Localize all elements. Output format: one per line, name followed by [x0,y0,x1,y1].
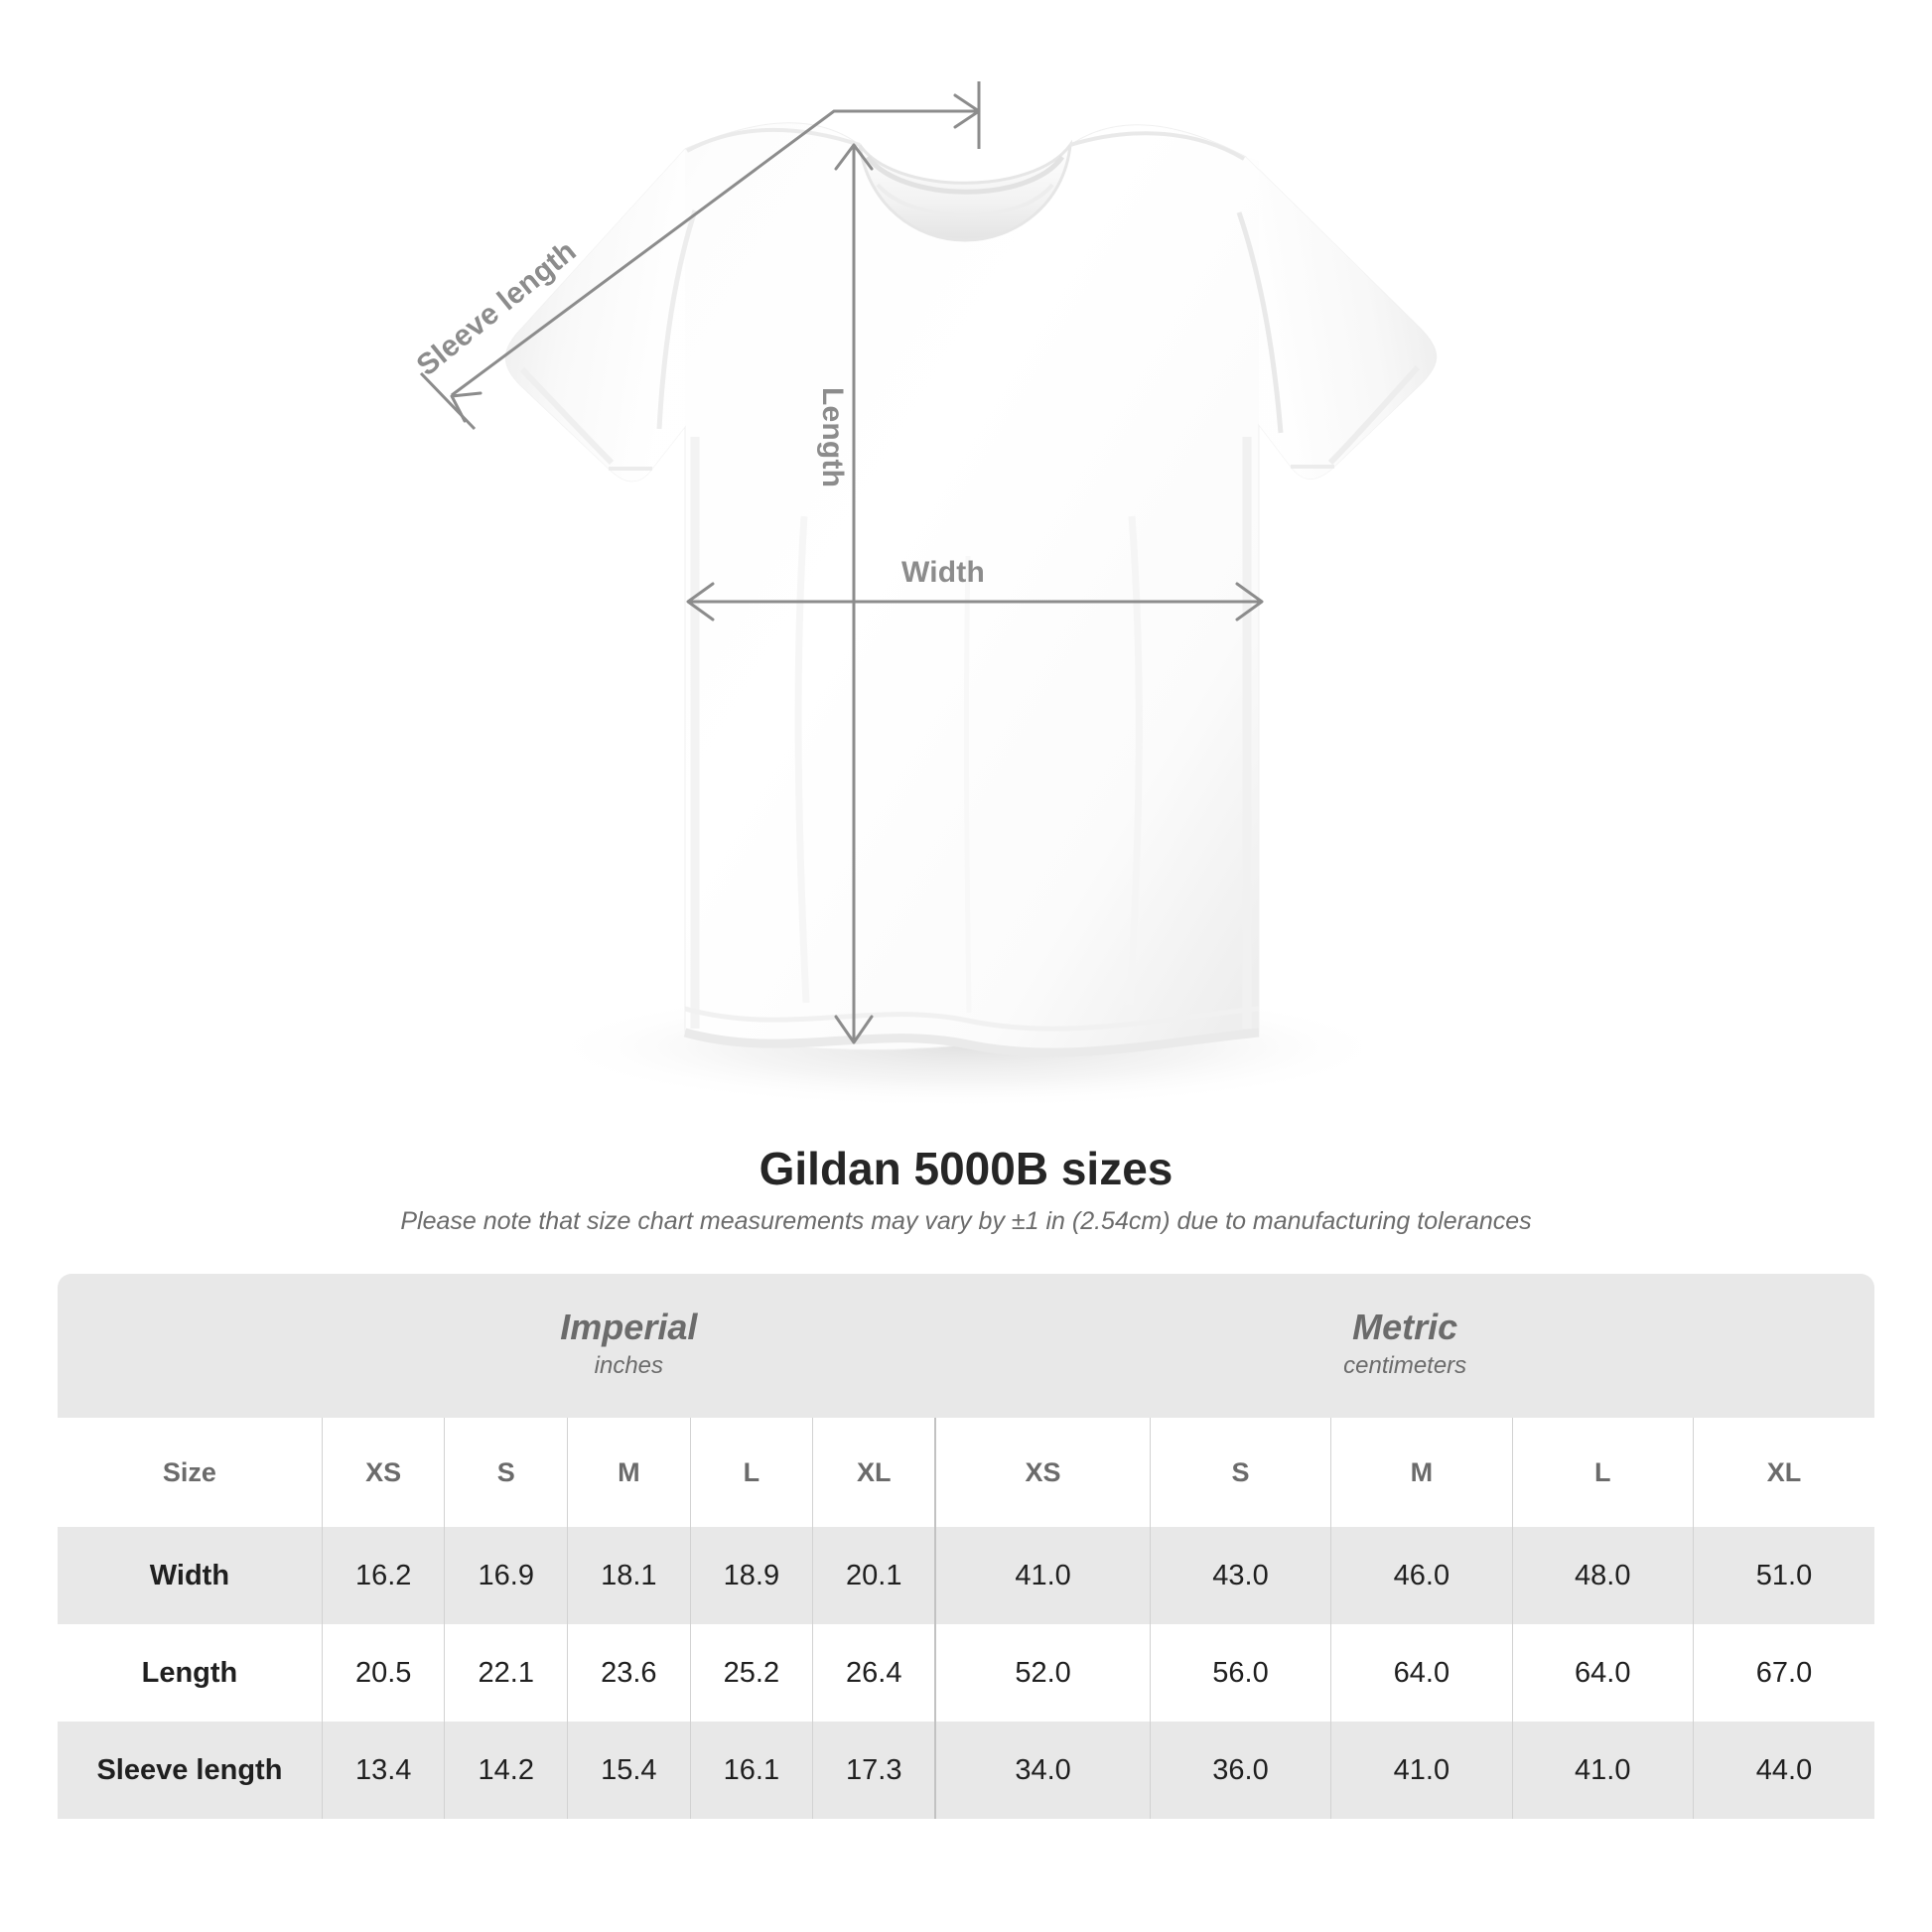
table-header-row: Size XS S M L XL XS S M L XL [58,1418,1874,1527]
cell-length-metric-xs: 52.0 [934,1624,1151,1722]
cell-sleeve-metric-l: 41.0 [1511,1722,1694,1819]
cell-width-metric-xs: 41.0 [934,1527,1151,1624]
column-header-imperial-xs: XS [321,1418,445,1527]
cell-width-metric-s: 43.0 [1149,1527,1331,1624]
cell-width-imperial-xs: 16.2 [321,1527,445,1624]
table-row: Length 20.5 22.1 23.6 25.2 26.4 52.0 56.… [58,1624,1874,1722]
cell-length-imperial-s: 22.1 [444,1624,568,1722]
cell-length-metric-xl: 67.0 [1692,1624,1874,1722]
cell-length-metric-s: 56.0 [1149,1624,1331,1722]
cell-sleeve-metric-xs: 34.0 [934,1722,1151,1819]
page-title: Gildan 5000B sizes [759,1143,1173,1194]
cell-width-metric-m: 46.0 [1330,1527,1513,1624]
cell-width-imperial-m: 18.1 [567,1527,691,1624]
cell-width-metric-xl: 51.0 [1692,1527,1874,1624]
unit-group-metric: Metric centimeters [935,1274,1874,1418]
unit-group-imperial: Imperial inches [322,1274,936,1418]
row-label-length: Length [58,1624,323,1722]
column-header-imperial-s: S [444,1418,568,1527]
column-header-metric-m: M [1330,1418,1513,1527]
unit-group-imperial-name: Imperial [560,1306,698,1347]
cell-width-imperial-l: 18.9 [689,1527,813,1624]
sleeve-length-leader [451,109,978,397]
unit-group-metric-sub: centimeters [1343,1352,1467,1379]
column-header-metric-xs: XS [934,1418,1151,1527]
row-label-sleeve-length: Sleeve length [58,1722,323,1819]
cell-sleeve-imperial-xs: 13.4 [321,1722,445,1819]
cell-sleeve-imperial-xl: 17.3 [812,1722,936,1819]
unit-group-spacer [58,1274,323,1418]
table-row: Sleeve length 13.4 14.2 15.4 16.1 17.3 3… [58,1722,1874,1819]
column-header-metric-xl: XL [1692,1418,1874,1527]
unit-group-imperial-sub: inches [594,1352,664,1379]
cell-sleeve-metric-s: 36.0 [1149,1722,1331,1819]
column-header-imperial-l: L [689,1418,813,1527]
column-header-imperial-xl: XL [812,1418,936,1527]
cell-length-imperial-xl: 26.4 [812,1624,936,1722]
column-header-metric-s: S [1149,1418,1331,1527]
cell-length-imperial-l: 25.2 [689,1624,813,1722]
tolerance-note: Please note that size chart measurements… [400,1207,1532,1235]
cell-length-metric-m: 64.0 [1330,1624,1513,1722]
column-header-size: Size [58,1418,323,1527]
cell-length-imperial-xs: 20.5 [321,1624,445,1722]
size-chart-container: Imperial inches Metric centimeters Size … [58,1274,1874,1819]
cell-width-metric-l: 48.0 [1511,1527,1694,1624]
cell-length-imperial-m: 23.6 [567,1624,691,1722]
cell-width-imperial-xl: 20.1 [812,1527,936,1624]
row-label-width: Width [58,1527,323,1624]
cell-sleeve-imperial-m: 15.4 [567,1722,691,1819]
unit-group-row: Imperial inches Metric centimeters [58,1274,1874,1418]
tshirt-diagram: Width Length Sleeve length [411,81,1438,1109]
column-header-imperial-m: M [567,1418,691,1527]
tshirt-illustration [419,81,1438,1109]
table-row: Width 16.2 16.9 18.1 18.9 20.1 41.0 43.0… [58,1527,1874,1624]
cell-sleeve-metric-m: 41.0 [1330,1722,1513,1819]
size-chart-table: Imperial inches Metric centimeters Size … [58,1274,1874,1819]
cell-sleeve-metric-xl: 44.0 [1692,1722,1874,1819]
width-dimension-label: Width [901,556,986,589]
column-header-metric-l: L [1511,1418,1694,1527]
length-dimension-label: Length [816,387,849,488]
cell-length-metric-l: 64.0 [1511,1624,1694,1722]
unit-group-metric-name: Metric [1352,1306,1458,1347]
cell-sleeve-imperial-s: 14.2 [444,1722,568,1819]
cell-width-imperial-s: 16.9 [444,1527,568,1624]
cell-sleeve-imperial-l: 16.1 [689,1722,813,1819]
